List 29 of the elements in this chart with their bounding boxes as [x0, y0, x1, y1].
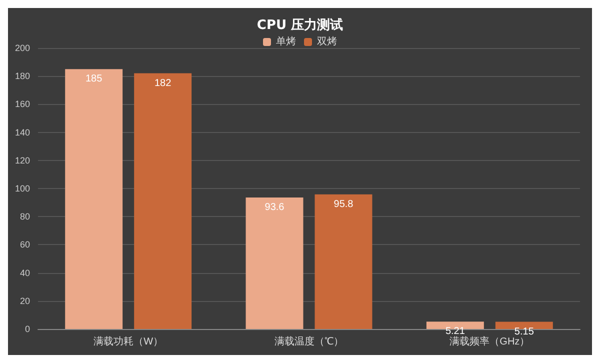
- y-tick-label: 180: [14, 71, 30, 82]
- y-tick-label: 120: [14, 155, 30, 166]
- data-label: 5.15: [514, 326, 534, 338]
- bar: [314, 194, 372, 329]
- bar: [426, 322, 484, 329]
- y-tick-label: 200: [14, 43, 30, 53]
- bar: [65, 69, 123, 329]
- bar: [134, 73, 192, 329]
- legend-label: 双烤: [317, 36, 337, 48]
- y-tick-label: 160: [14, 99, 30, 110]
- data-label: 5.21: [445, 326, 466, 338]
- legend-label: 单烤: [276, 36, 296, 48]
- data-label: 93.6: [264, 202, 285, 213]
- bar: [495, 322, 553, 329]
- data-label: 185: [86, 74, 103, 85]
- y-tick-label: 140: [14, 127, 30, 138]
- y-tick-label: 80: [20, 212, 30, 222]
- y-tick-label: 0: [24, 324, 30, 334]
- y-tick-label: 100: [14, 184, 30, 194]
- x-tick-label: 满载温度（℃）: [274, 336, 344, 348]
- y-tick-label: 40: [20, 268, 30, 278]
- x-tick-label: 满载功耗（W）: [94, 336, 164, 348]
- bar: [246, 197, 304, 329]
- data-label: 182: [154, 78, 172, 89]
- y-tick-label: 60: [20, 240, 30, 250]
- data-label: 95.8: [334, 198, 354, 210]
- y-tick-label: 20: [20, 296, 30, 306]
- chart-title: CPU 压力测试: [256, 17, 344, 33]
- x-tick-label: 满载频率（GHz）: [450, 336, 530, 348]
